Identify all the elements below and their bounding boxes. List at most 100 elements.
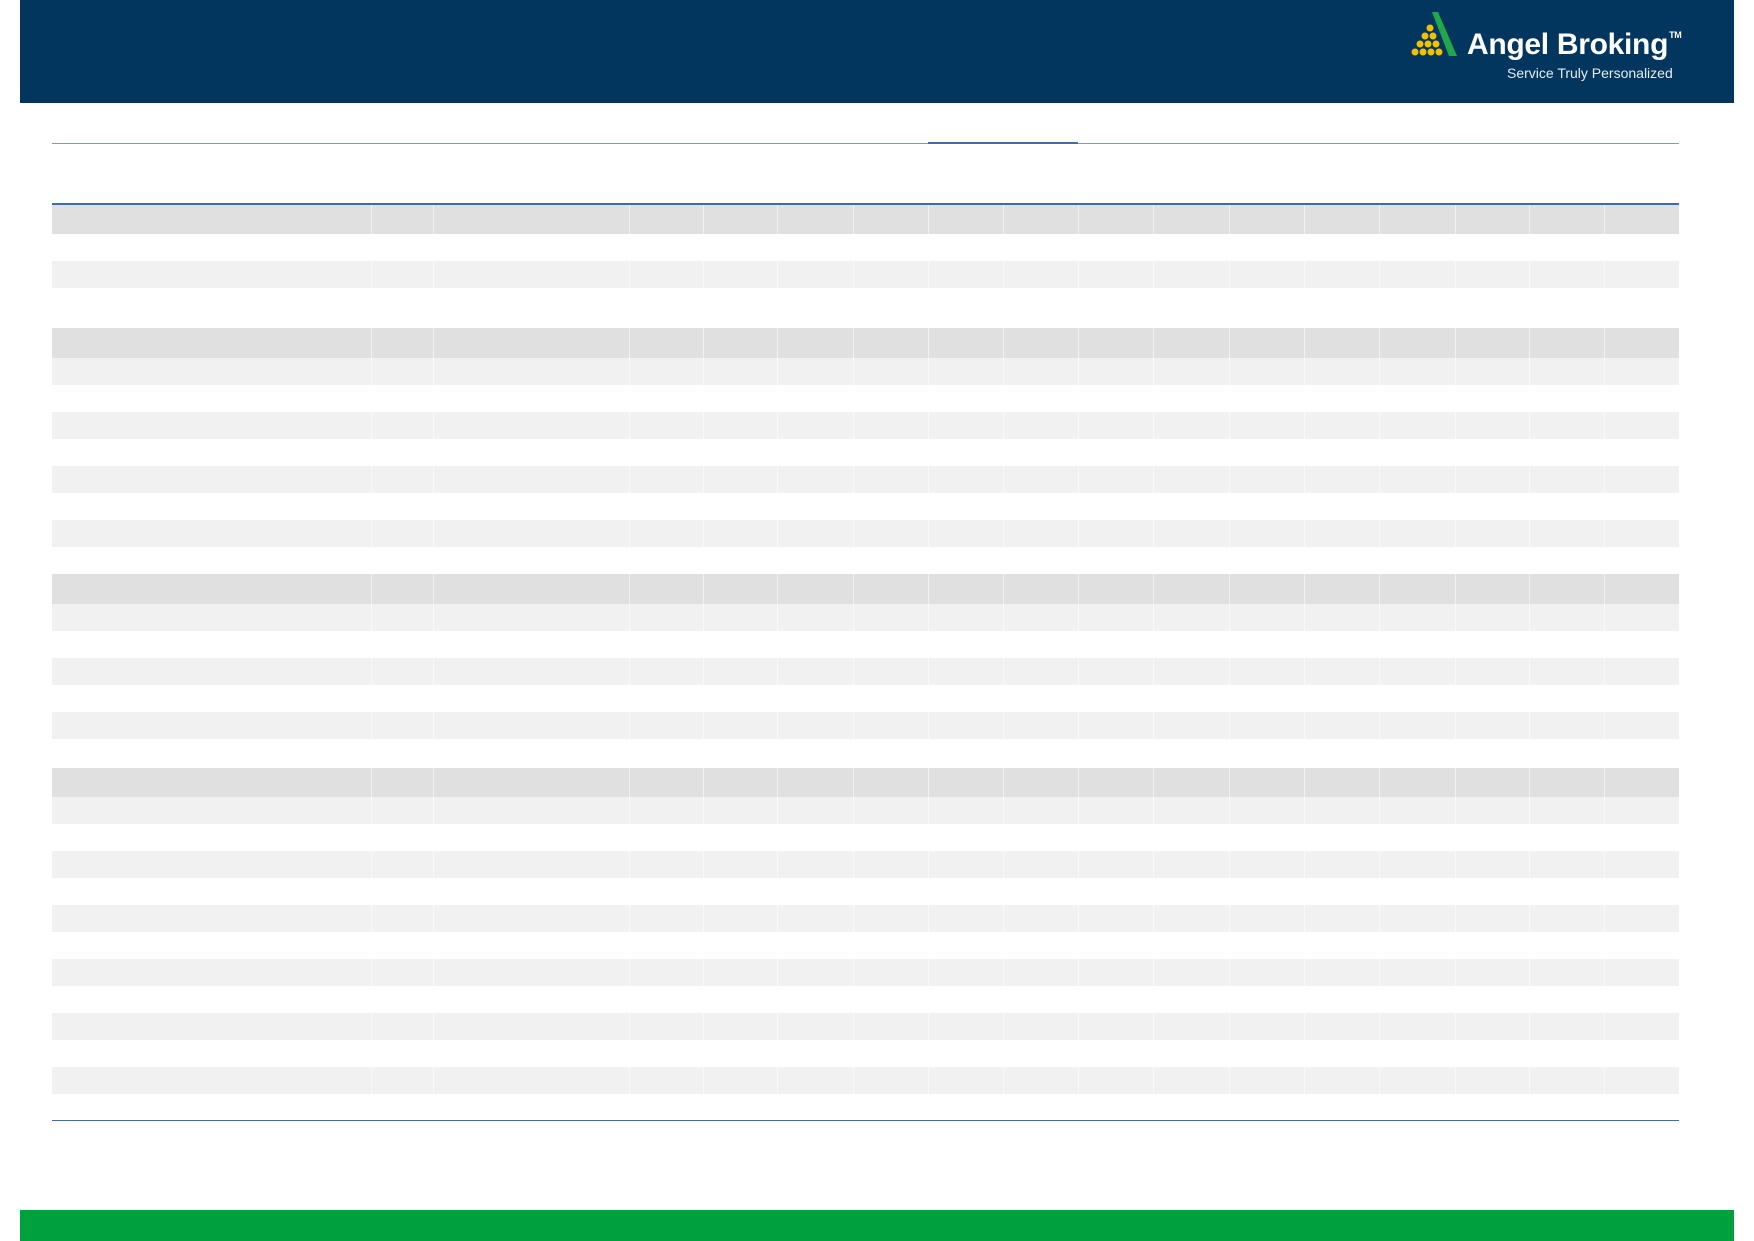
column-divider [1003, 658, 1004, 685]
column-divider [1153, 261, 1154, 288]
table-section-header-row [52, 328, 1679, 358]
column-divider [1379, 358, 1380, 385]
column-divider [1529, 851, 1530, 878]
column-divider [777, 712, 778, 739]
column-divider [928, 1067, 929, 1094]
column-divider [1529, 466, 1530, 493]
column-divider [777, 797, 778, 824]
column-divider [1455, 851, 1456, 878]
column-divider [703, 466, 704, 493]
column-divider [1379, 797, 1380, 824]
column-divider [1379, 768, 1380, 797]
table-row [52, 439, 1679, 466]
column-divider [1304, 768, 1305, 797]
column-divider [703, 205, 704, 234]
column-divider [1529, 712, 1530, 739]
column-divider [703, 768, 704, 797]
table-row [52, 261, 1679, 288]
column-divider [1304, 905, 1305, 932]
column-divider [1003, 261, 1004, 288]
column-divider [853, 658, 854, 685]
column-divider [928, 604, 929, 631]
column-divider [629, 520, 630, 547]
column-divider [1229, 768, 1230, 797]
column-divider [1304, 604, 1305, 631]
column-divider [777, 959, 778, 986]
table-row [52, 234, 1679, 261]
column-divider [928, 797, 929, 824]
column-divider [1529, 768, 1530, 797]
column-divider [703, 797, 704, 824]
column-divider [371, 466, 372, 493]
column-divider [371, 358, 372, 385]
column-divider [1455, 261, 1456, 288]
column-divider [1455, 658, 1456, 685]
column-divider [853, 604, 854, 631]
column-divider [629, 851, 630, 878]
column-divider [1604, 1013, 1605, 1040]
column-divider [433, 658, 434, 685]
column-divider [1229, 205, 1230, 234]
column-divider [1229, 412, 1230, 439]
column-divider [1153, 712, 1154, 739]
table-row [52, 851, 1679, 878]
table-row [52, 797, 1679, 824]
column-divider [1078, 604, 1079, 631]
column-divider [1304, 851, 1305, 878]
column-divider [1304, 261, 1305, 288]
column-divider [433, 520, 434, 547]
column-divider [1153, 358, 1154, 385]
column-divider [1229, 574, 1230, 604]
column-divider [777, 1013, 778, 1040]
column-divider [433, 261, 434, 288]
column-divider [1304, 1013, 1305, 1040]
table-row [52, 604, 1679, 631]
column-divider [1003, 905, 1004, 932]
column-divider [1153, 658, 1154, 685]
table-row [52, 466, 1679, 493]
column-divider [1078, 466, 1079, 493]
column-divider [1078, 261, 1079, 288]
column-divider [1153, 466, 1154, 493]
column-divider [703, 412, 704, 439]
table-row [52, 739, 1679, 766]
column-divider [371, 768, 372, 797]
table-row [52, 1013, 1679, 1040]
tagline: Service Truly Personalized [1507, 65, 1673, 81]
column-divider [629, 412, 630, 439]
column-divider [928, 959, 929, 986]
column-divider [1229, 658, 1230, 685]
column-divider [1304, 412, 1305, 439]
column-divider [1229, 604, 1230, 631]
column-divider [371, 328, 372, 358]
column-divider [1455, 328, 1456, 358]
column-divider [433, 797, 434, 824]
column-divider [1455, 1067, 1456, 1094]
column-divider [1379, 328, 1380, 358]
column-divider [853, 412, 854, 439]
column-divider [1379, 1013, 1380, 1040]
column-divider [1455, 959, 1456, 986]
table-row [52, 824, 1679, 851]
column-divider [1153, 328, 1154, 358]
column-divider [1379, 658, 1380, 685]
column-divider [1003, 959, 1004, 986]
column-divider [629, 205, 630, 234]
column-divider [1229, 466, 1230, 493]
column-divider [1304, 959, 1305, 986]
column-divider [1229, 520, 1230, 547]
table-row [52, 288, 1679, 328]
column-divider [1153, 205, 1154, 234]
table-row [52, 520, 1679, 547]
column-divider [853, 959, 854, 986]
column-divider [777, 466, 778, 493]
column-divider [629, 328, 630, 358]
column-divider [853, 574, 854, 604]
column-divider [928, 412, 929, 439]
column-divider [1455, 905, 1456, 932]
column-divider [1604, 574, 1605, 604]
column-divider [1529, 1067, 1530, 1094]
column-divider [1003, 1067, 1004, 1094]
column-divider [371, 574, 372, 604]
column-divider [853, 358, 854, 385]
